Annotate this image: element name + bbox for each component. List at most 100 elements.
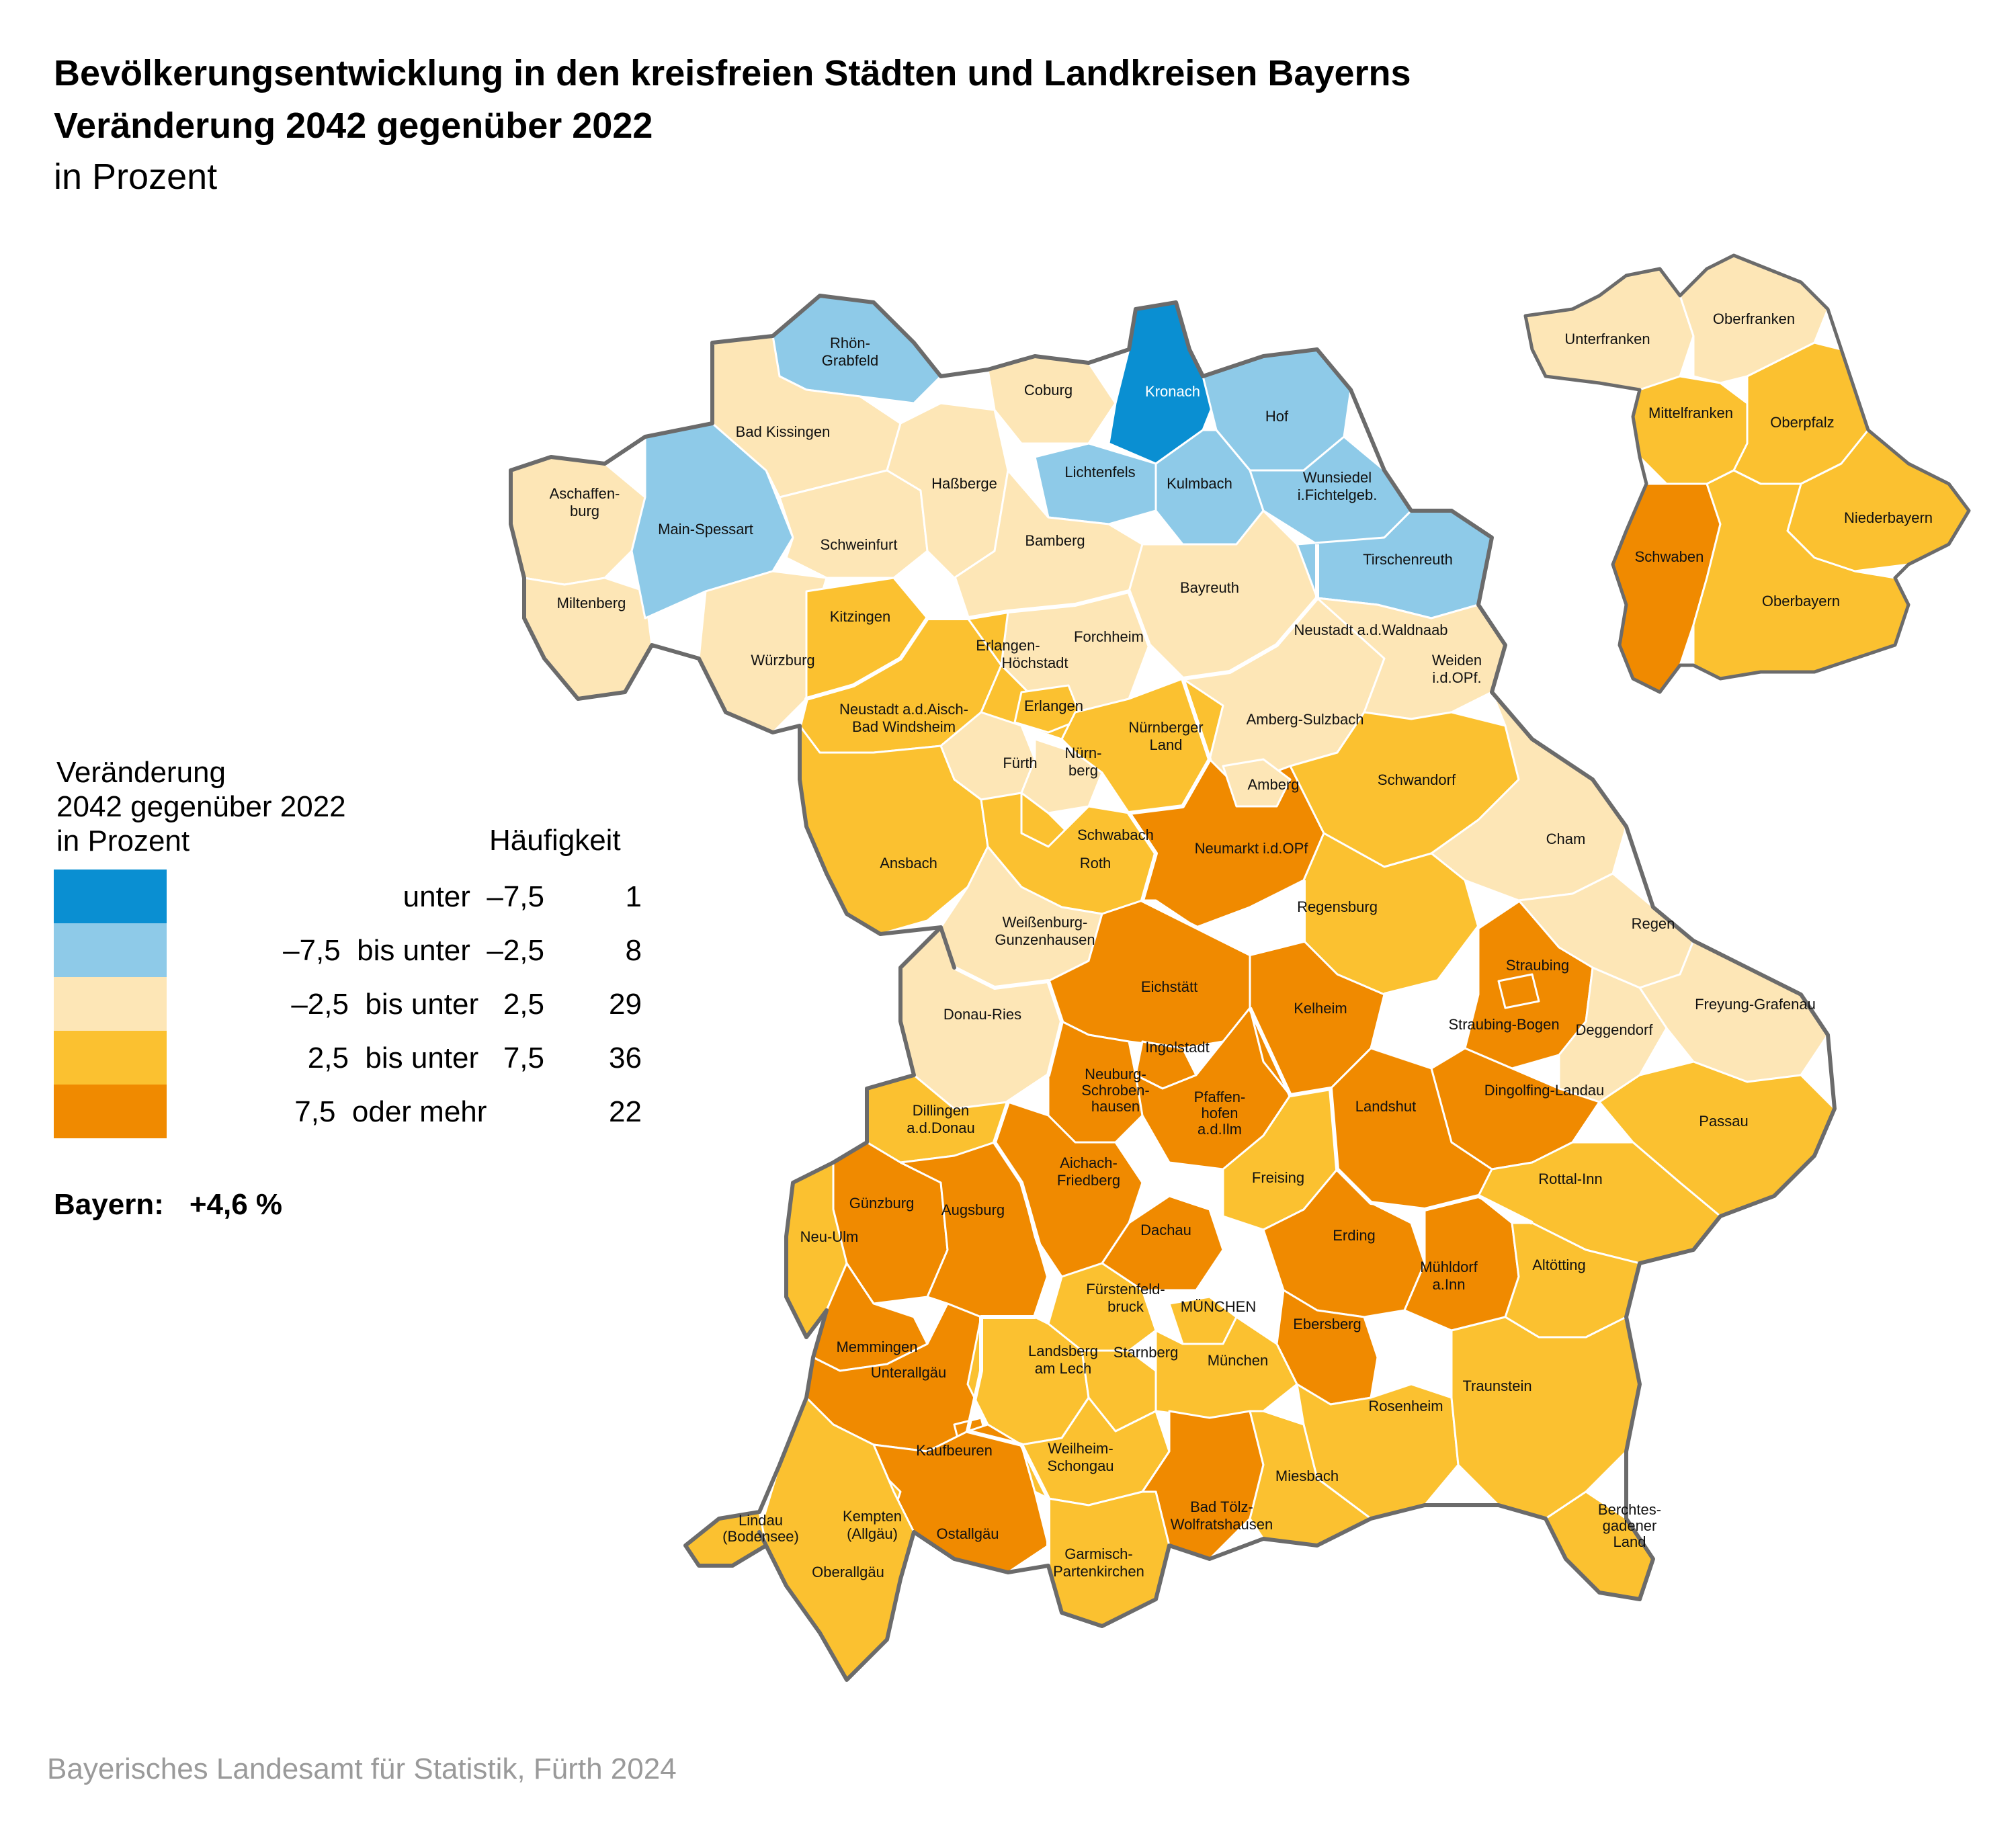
district-erlangen xyxy=(1013,684,1083,734)
legend-swatch xyxy=(54,1085,167,1138)
label-bayreuth: Bayreuth xyxy=(1180,579,1239,596)
label-berchtesgaden: Berchtes-gadener Land xyxy=(1598,1501,1661,1550)
label-starnberg: Starnberg xyxy=(1114,1344,1179,1361)
label-freyung: Freyung-Grafenau xyxy=(1695,996,1816,1013)
legend-range: –2,5 bis unter 2,5 xyxy=(291,988,544,1021)
district-amberg xyxy=(1222,758,1292,808)
bavaria-total-label: Bayern: xyxy=(54,1188,164,1221)
legend-count: 1 xyxy=(625,880,642,913)
label-kitzingen: Kitzingen xyxy=(830,608,891,625)
legend-swatch xyxy=(54,870,167,923)
district-nuernberg xyxy=(1020,738,1103,814)
regierungsbezirk-border-oberpfalz xyxy=(1127,678,1306,956)
legend-range: –7,5 bis unter –2,5 xyxy=(283,934,544,967)
label-neustadt-waldnaab: Neustadt a.d.Waldnaab xyxy=(1294,622,1447,638)
label-deggendorf: Deggendorf xyxy=(1576,1021,1654,1038)
legend-title: Veränderung 2042 gegenüber 2022 in Proze… xyxy=(56,755,346,858)
label-neuburg: Neuburg-Schroben-hausen xyxy=(1081,1066,1150,1115)
legend-range: 2,5 bis unter 7,5 xyxy=(307,1042,544,1074)
label-schwabach: Schwabach xyxy=(1077,827,1154,843)
label-hof: Hof xyxy=(1265,408,1289,425)
label-lindau: Lindau (Bodensee) xyxy=(722,1512,799,1545)
legend-title-line2: 2042 gegenüber 2022 xyxy=(56,790,346,823)
label-kaufbeuren: Kaufbeuren xyxy=(916,1442,993,1459)
inset-mittelfranken xyxy=(1632,375,1749,485)
label-fuerstenfeldbruck: Fürstenfeld-bruck xyxy=(1086,1281,1165,1315)
legend-count: 22 xyxy=(609,1095,642,1128)
legend-item: unter –7,5 1 xyxy=(54,870,642,923)
label-rosenheim: Rosenheim xyxy=(1368,1398,1443,1414)
label-freising: Freising xyxy=(1252,1169,1304,1186)
inset-label-schwaben: Schwaben xyxy=(1635,548,1704,565)
label-traunstein: Traunstein xyxy=(1462,1378,1531,1394)
label-garmisch: Garmisch-Partenkirchen xyxy=(1053,1545,1144,1580)
label-landsberg: Landsberg am Lech xyxy=(1028,1343,1098,1377)
legend-range: 7,5 oder mehr xyxy=(294,1095,544,1128)
label-eichstaett: Eichstätt xyxy=(1141,978,1198,995)
map-title-unit: in Prozent xyxy=(54,157,218,197)
label-miltenberg: Miltenberg xyxy=(557,595,626,611)
label-wuerzburg: Würzburg xyxy=(751,652,814,669)
label-lichtenfels: Lichtenfels xyxy=(1064,464,1135,480)
label-rhoen-grabfeld: Rhön-Grabfeld xyxy=(822,335,878,369)
label-aschaffenburg: Aschaffen-burg xyxy=(550,485,620,519)
label-bad-toelz: Bad Tölz-Wolfratshausen xyxy=(1171,1498,1273,1533)
legend-frequency-header: Häufigkeit xyxy=(489,824,621,857)
label-altoetting: Altötting xyxy=(1532,1257,1586,1273)
label-kempten: Kempten (Allgäu) xyxy=(843,1508,902,1542)
label-landshut: Landshut xyxy=(1355,1098,1417,1115)
legend-swatch xyxy=(54,923,167,977)
legend-item: –2,5 bis unter 2,5 29 xyxy=(54,977,642,1031)
label-weiden: Weiden i.d.OPf. xyxy=(1432,652,1482,686)
district-aschaffenburg xyxy=(509,456,646,586)
label-ansbach: Ansbach xyxy=(880,855,937,872)
legend-count: 36 xyxy=(609,1042,642,1074)
district-schweinfurt xyxy=(778,469,929,579)
legend-swatch xyxy=(54,977,167,1031)
label-dillingen: Dillingen a.d.Donau xyxy=(907,1102,975,1136)
label-muenchen-stadt: MÜNCHEN xyxy=(1181,1298,1256,1315)
label-erding: Erding xyxy=(1333,1227,1376,1244)
label-miesbach: Miesbach xyxy=(1275,1468,1339,1484)
label-tirschenreuth: Tirschenreuth xyxy=(1363,551,1453,568)
inset-label-oberfranken: Oberfranken xyxy=(1713,310,1795,327)
label-amberg-sulzbach: Amberg-Sulzbach xyxy=(1247,711,1364,728)
legend-title-line1: Veränderung xyxy=(56,756,226,789)
bavaria-outline xyxy=(509,294,1837,1682)
label-passau: Passau xyxy=(1699,1113,1748,1130)
regierungsbezirk-border-oberbayern xyxy=(1248,1007,1534,1225)
legend-count: 29 xyxy=(609,988,642,1021)
label-schwandorf: Schwandorf xyxy=(1378,771,1456,788)
regierungsbezirk-border-schwaben xyxy=(939,927,1064,1566)
inset-label-oberbayern: Oberbayern xyxy=(1762,593,1840,609)
regierungsbezirk-border-niederbayern xyxy=(1384,898,1520,997)
label-regensburg: Regensburg xyxy=(1297,898,1378,915)
legend-range: unter –7,5 xyxy=(403,880,544,913)
label-dingolfing: Dingolfing-Landau xyxy=(1484,1082,1605,1099)
label-ostallgaeu: Ostallgäu xyxy=(937,1525,999,1542)
inset-outline xyxy=(1523,253,1971,694)
label-roth: Roth xyxy=(1080,855,1111,872)
bavaria-total: Bayern: +4,6 % xyxy=(54,1188,282,1222)
inset-map-regierungsbezirke: Unterfranken Oberfranken Mittelfranken O… xyxy=(1523,253,1971,694)
label-straubing: Straubing xyxy=(1506,957,1569,974)
map-title-line2: Veränderung 2042 gegenüber 2022 xyxy=(54,105,653,146)
label-donau-ries: Donau-Ries xyxy=(943,1006,1021,1023)
district-dachau xyxy=(1101,1195,1224,1291)
label-forchheim: Forchheim xyxy=(1074,628,1144,645)
label-coburg: Coburg xyxy=(1024,382,1073,398)
source-note: Bayerisches Landesamt für Statistik, Für… xyxy=(47,1752,677,1785)
label-guenzburg: Günzburg xyxy=(849,1195,915,1212)
regierungsbezirk-border-oberfranken xyxy=(967,544,1319,681)
label-nuernberger-land: Nürnberger Land xyxy=(1128,719,1203,753)
label-erlangen: Erlangen xyxy=(1024,697,1083,714)
legend-item: 7,5 oder mehr 22 xyxy=(54,1085,642,1138)
label-schweinfurt: Schweinfurt xyxy=(821,536,898,553)
label-hassberge: Haßberge xyxy=(931,475,997,492)
label-cham: Cham xyxy=(1546,831,1586,847)
legend-title-line3: in Prozent xyxy=(56,824,190,857)
label-dachau: Dachau xyxy=(1140,1222,1191,1238)
label-pfaffenhofen: Pfaffen-hofen a.d.Ilm xyxy=(1194,1089,1246,1138)
label-memmingen: Memmingen xyxy=(836,1339,917,1355)
